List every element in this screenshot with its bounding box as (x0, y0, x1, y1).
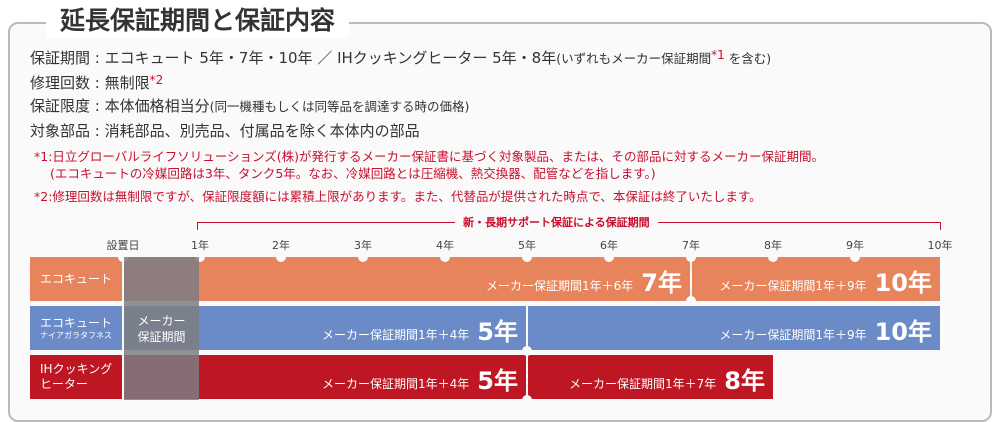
tick-dot (686, 296, 696, 306)
maker-warranty-overlay: メーカー保証期間 (124, 257, 199, 400)
plan-detail: メーカー保証期間1年＋4年 (322, 328, 470, 342)
tick-label: 5年 (518, 239, 536, 252)
product-name: エコキュート (40, 271, 113, 286)
plan-years: 5年 (477, 318, 518, 346)
plan-detail: メーカー保証期間1年＋4年 (322, 377, 470, 391)
tick-dot (276, 252, 286, 262)
tick-label: 3年 (354, 239, 372, 252)
support-period-label: 新・長期サポート保証による保証期間 (455, 214, 658, 230)
product-name: IHクッキング (40, 362, 113, 376)
product-name-2: ヒーター (40, 377, 89, 391)
note-1-detail: (エコキュートの冷媒回路は3年、タンク5年。なお、冷媒回路とは圧縮機、熱交換器、… (50, 166, 656, 181)
plan-years: 10年 (874, 318, 932, 346)
product-sub: ナイアガラタフネス (40, 330, 112, 340)
tick-label: 8年 (764, 239, 782, 252)
info-warranty-limit: 保証限度 : 本体価格相当分(同一機種もしくは同等品を調達する時の価格) (30, 97, 470, 115)
tick-label: 10年 (927, 239, 953, 252)
note-2: *2:修理回数は無制限ですが、保証限度額には累積上限があります。また、代替品が提… (34, 189, 762, 204)
tick-label: 6年 (600, 239, 618, 252)
warranty-plan-bar: メーカー保証期間1年＋7年 8年 (528, 355, 773, 399)
tick-label: 設置日 (106, 239, 140, 252)
tick-dot (440, 252, 450, 262)
plan-years: 10年 (874, 269, 932, 297)
plan-years: 5年 (477, 367, 518, 395)
tick-label: 4年 (436, 239, 454, 252)
warranty-plan-bar: メーカー保証期間1年＋9年 10年 (528, 306, 940, 350)
tick-label: 9年 (846, 239, 864, 252)
note-1: *1:日立グローバルライフソリューションズ(株)が発行するメーカー保証書に基づく… (34, 149, 825, 164)
tick-dot (358, 252, 368, 262)
tick-label: 2年 (272, 239, 290, 252)
row-label: エコキュート (30, 257, 122, 301)
tick-label: 1年 (191, 239, 209, 252)
plan-years: 8年 (724, 367, 765, 395)
plan-years: 7年 (641, 269, 682, 297)
plan-detail: メーカー保証期間1年＋9年 (719, 328, 867, 342)
info-warranty-period: 保証期間 : エコキュート 5年・7年・10年 ／ IHクッキングヒーター 5年… (30, 48, 772, 67)
row-label: IHクッキング ヒーター (30, 355, 122, 399)
tick-label: 7年 (682, 239, 700, 252)
warranty-plan-bar: メーカー保証期間1年＋6年 7年 (124, 257, 690, 301)
warranty-plan-bar: メーカー保証期間1年＋9年 10年 (692, 257, 940, 301)
tick-dot (522, 395, 532, 405)
row-label: エコキュート ナイアガラタフネス (30, 306, 122, 350)
product-name: エコキュート (40, 315, 113, 330)
tick-dot (195, 252, 205, 262)
info-covered-parts: 対象部品 : 消耗部品、別売品、付属品を除く本体内の部品 (30, 122, 420, 140)
plan-detail: メーカー保証期間1年＋7年 (569, 377, 717, 391)
tick-dot (118, 252, 128, 262)
plan-detail: メーカー保証期間1年＋6年 (486, 279, 634, 293)
page-title: 延長保証期間と保証内容 (46, 4, 350, 38)
plan-detail: メーカー保証期間1年＋9年 (719, 279, 867, 293)
tick-dot (522, 346, 532, 356)
tick-dot (604, 252, 614, 262)
tick-dot (768, 252, 778, 262)
tick-dot (686, 252, 696, 262)
info-repair-count: 修理回数 : 無制限*2 (30, 73, 164, 92)
tick-dot (522, 252, 532, 262)
tick-dot (850, 252, 860, 262)
